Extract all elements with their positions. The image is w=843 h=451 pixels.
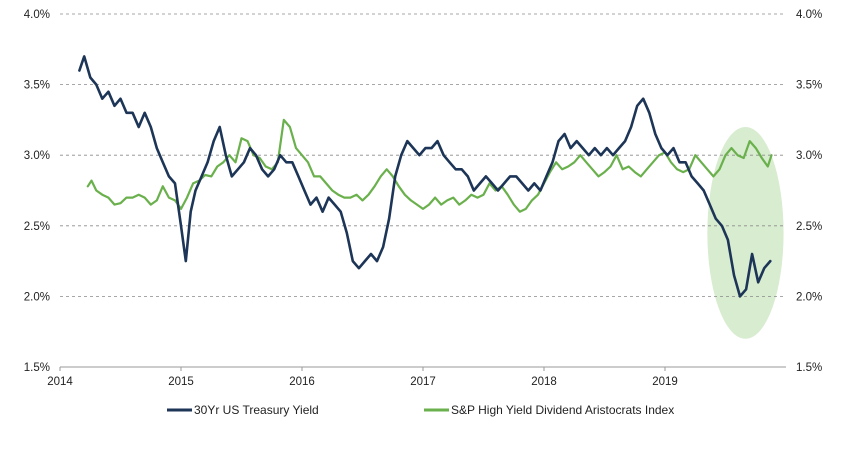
y-right-tick-label: 3.0% <box>796 150 822 162</box>
legend: 30Yr US Treasury Yield S&P High Yield Div… <box>167 403 674 417</box>
legend-item-dividend-aristocrats-label: S&P High Yield Dividend Aristocrats Inde… <box>451 403 674 417</box>
axis-layer: 4.0% 4.0% 3.5% 3.5% 3.0% 3.0% 2.5% 2.5% 2.0% 2.0%… <box>24 9 822 388</box>
y-left-tick-label: 3.5% <box>24 80 50 92</box>
series-layer <box>78 55 773 298</box>
y-left-tick-label: 2.0% <box>24 291 50 303</box>
y-right-tick-label: 1.5% <box>796 362 822 374</box>
y-left-tick-label: 2.5% <box>24 221 50 233</box>
y-left-tick-label: 1.5% <box>24 362 50 374</box>
highlight-ellipse-layer <box>707 126 784 339</box>
series-line-dividend-aristocrats <box>86 118 773 213</box>
y-right-tick-label: 4.0% <box>796 9 822 21</box>
y-right-tick-label: 2.5% <box>796 221 822 233</box>
highlight-ellipse <box>707 126 784 339</box>
x-tick-label: 2014 <box>47 376 73 388</box>
y-right-tick-label: 3.5% <box>796 80 822 92</box>
y-left-tick-label: 3.0% <box>24 150 50 162</box>
y-left-tick-label: 4.0% <box>24 9 50 21</box>
x-tick-label: 2015 <box>168 376 194 388</box>
legend-item-treasury-label: 30Yr US Treasury Yield <box>194 403 319 417</box>
x-tick-label: 2019 <box>652 376 678 388</box>
series-line-treasury <box>78 55 772 298</box>
x-tick-label: 2017 <box>410 376 436 388</box>
x-tick-label: 2016 <box>289 376 315 388</box>
y-right-tick-label: 2.0% <box>796 291 822 303</box>
x-tick-label: 2018 <box>531 376 557 388</box>
